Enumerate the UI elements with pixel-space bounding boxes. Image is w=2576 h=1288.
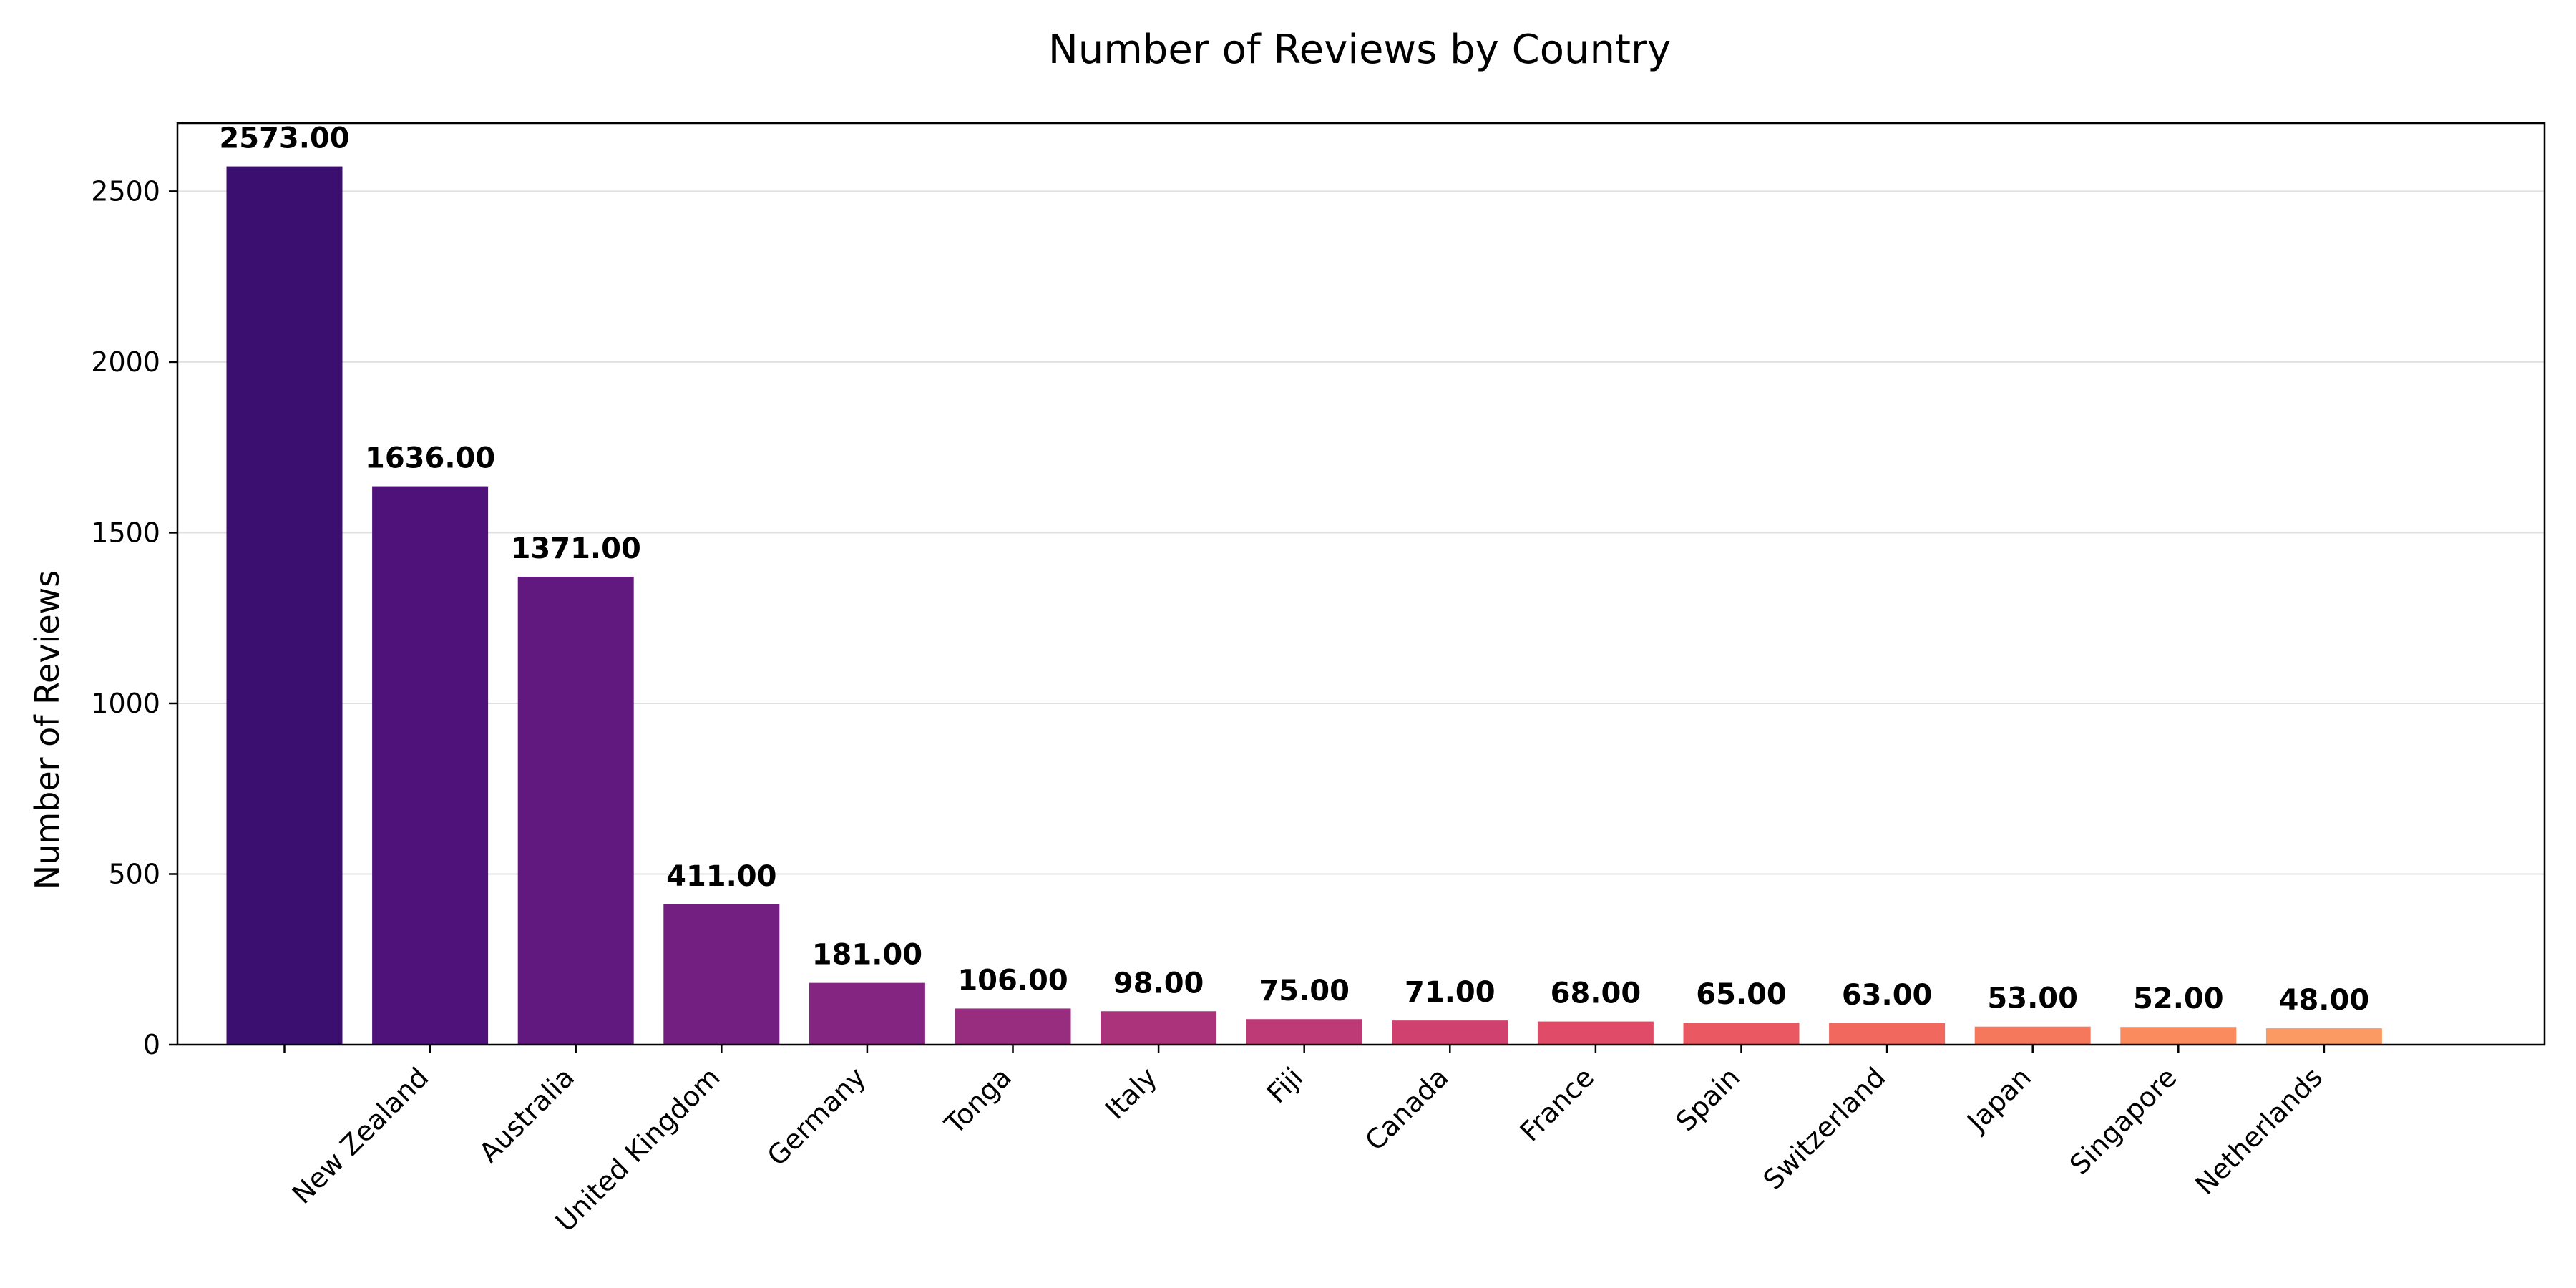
- bar-value-label: 181.00: [812, 939, 922, 972]
- x-tick-label: Germany: [761, 1061, 872, 1172]
- y-tick-label: 1000: [91, 688, 160, 719]
- y-axis-ticks: 0 500 1000 1500 2000 2500: [91, 175, 177, 1060]
- bar: [1683, 1022, 1800, 1045]
- x-tick-label: Australia: [473, 1061, 580, 1169]
- x-tick-label: Fiji: [1261, 1061, 1309, 1109]
- bar: [226, 166, 343, 1045]
- bar-value-label: 63.00: [1842, 979, 1933, 1012]
- x-tick-label: Canada: [1359, 1061, 1454, 1156]
- bar-value-label: 1636.00: [365, 442, 495, 475]
- x-tick-label: Spain: [1670, 1061, 1746, 1137]
- bar-value-label: 106.00: [957, 964, 1068, 997]
- value-labels: 2573.00 1636.00 1371.00 411.00 181.00 106.00 9…: [219, 122, 2369, 1018]
- y-tick-label: 2000: [91, 346, 160, 378]
- y-tick-label: 0: [143, 1029, 160, 1060]
- bar-value-label: 2573.00: [219, 122, 349, 155]
- bar: [1537, 1021, 1654, 1045]
- y-tick-label: 1500: [91, 517, 160, 548]
- bar-value-label: 71.00: [1405, 976, 1496, 1009]
- bar-value-label: 52.00: [2133, 982, 2224, 1015]
- bar: [955, 1008, 1071, 1045]
- bar-value-label: 411.00: [666, 860, 776, 893]
- y-tick-label: 2500: [91, 175, 160, 207]
- bars: [226, 166, 2382, 1045]
- bar: [2120, 1027, 2237, 1045]
- bar: [1101, 1011, 1217, 1045]
- x-tick-label: Switzerland: [1757, 1061, 1892, 1196]
- bar: [1829, 1023, 1946, 1045]
- x-tick-label: Italy: [1099, 1061, 1163, 1125]
- bar-value-label: 75.00: [1259, 975, 1350, 1008]
- x-tick-label: Singapore: [2064, 1061, 2183, 1181]
- x-tick-label: Tonga: [938, 1061, 1018, 1141]
- bar-value-label: 53.00: [1987, 982, 2078, 1015]
- bar-value-label: 48.00: [2279, 984, 2370, 1017]
- bar-value-label: 1371.00: [511, 532, 641, 565]
- chart-title: Number of Reviews by Country: [1048, 26, 1671, 73]
- bar: [1974, 1026, 2091, 1045]
- bar-value-label: 68.00: [1551, 977, 1641, 1010]
- bar: [517, 576, 634, 1045]
- plot-frame: [176, 122, 2546, 1046]
- x-tick-label: New Zealand: [286, 1061, 435, 1210]
- y-tick-label: 500: [108, 858, 160, 889]
- bar: [372, 486, 489, 1045]
- bar: [2265, 1028, 2382, 1045]
- x-tick-label: Japan: [1961, 1061, 2037, 1138]
- bar-value-label: 65.00: [1696, 978, 1787, 1011]
- bar: [663, 904, 780, 1045]
- bar-value-label: 98.00: [1113, 967, 1204, 1000]
- x-tick-label: France: [1514, 1061, 1600, 1147]
- bar: [809, 982, 925, 1045]
- bar: [1246, 1019, 1362, 1045]
- y-axis-label: Number of Reviews: [28, 570, 67, 889]
- bar: [1392, 1020, 1508, 1045]
- x-tick-label: Netherlands: [2189, 1061, 2328, 1201]
